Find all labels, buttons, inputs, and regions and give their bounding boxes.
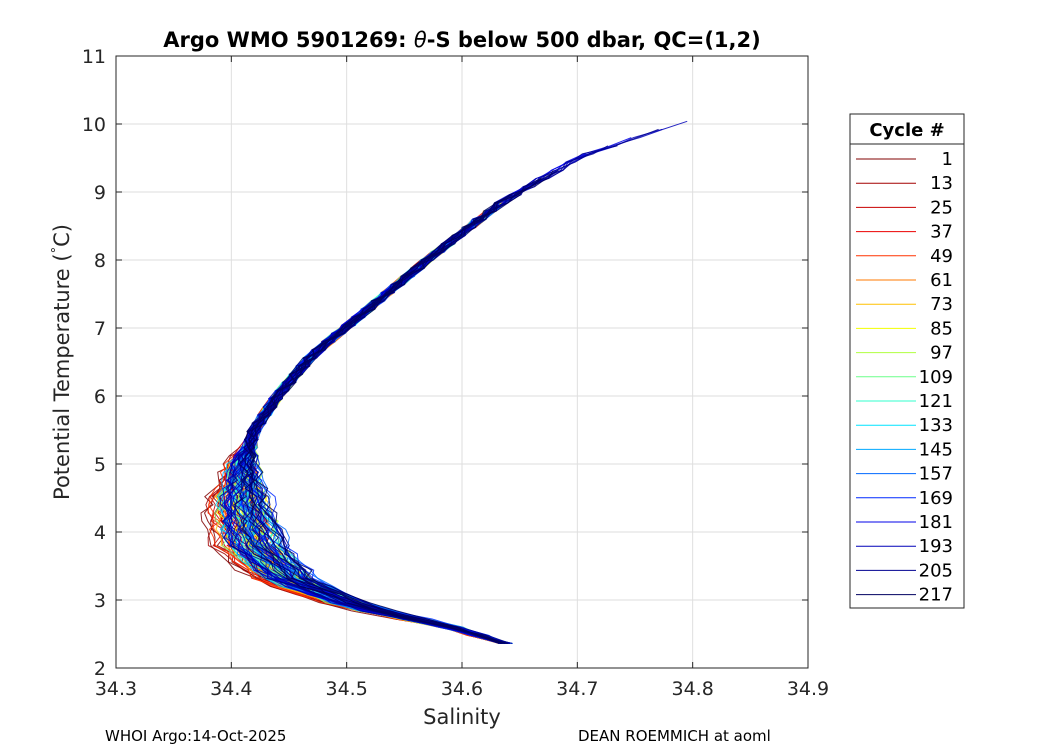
legend-item: 145	[856, 439, 953, 460]
legend-label: 61	[930, 270, 953, 291]
legend-label: 109	[919, 367, 953, 388]
profile-line	[244, 243, 501, 644]
legend-label: 97	[930, 343, 953, 364]
footer-right: DEAN ROEMMICH at aoml	[578, 727, 771, 745]
chart-title: Argo WMO 5901269: θ-S below 500 dbar, QC…	[163, 28, 760, 52]
y-tick-label: 5	[94, 454, 106, 476]
y-tick-label: 9	[94, 182, 106, 204]
legend-label: 37	[930, 222, 953, 243]
profile-line	[246, 177, 547, 644]
profile-lines	[200, 120, 688, 644]
y-tick-label: 10	[82, 114, 106, 136]
legend-label: 133	[919, 415, 953, 436]
legend-item: 133	[856, 415, 953, 436]
legend-item: 1	[856, 149, 953, 170]
legend-label: 181	[919, 512, 953, 533]
legend-item: 205	[856, 560, 953, 581]
x-axis-label: Salinity	[423, 705, 501, 729]
legend-label: 73	[930, 294, 953, 315]
legend-label: 145	[919, 439, 953, 460]
legend-item: 121	[856, 391, 953, 412]
legend-label: 25	[930, 197, 953, 218]
legend-item: 37	[856, 222, 953, 243]
x-tick-label: 34.7	[556, 678, 598, 700]
legend-title: Cycle #	[869, 120, 944, 141]
footer-left: WHOI Argo:14-Oct-2025	[105, 727, 286, 745]
y-tick-label: 4	[94, 522, 106, 544]
legend-box	[849, 113, 965, 609]
legend-item: 25	[856, 197, 953, 218]
x-tick-label: 34.8	[672, 678, 714, 700]
y-tick-label: 6	[94, 386, 106, 408]
y-tick-label: 3	[94, 590, 106, 612]
legend-item: 97	[856, 343, 953, 364]
legend-label: 49	[930, 246, 953, 267]
legend-label: 13	[930, 173, 953, 194]
y-tick-label: 7	[94, 318, 106, 340]
legend-item: 193	[856, 536, 953, 557]
legend-item: 85	[856, 318, 953, 339]
legend-label: 157	[919, 464, 953, 485]
y-axis-label: Potential Temperature (°C)	[50, 224, 74, 500]
legend-label: 1	[942, 149, 953, 170]
x-tick-label: 34.6	[441, 678, 483, 700]
x-tick-label: 34.5	[326, 678, 368, 700]
legend-label: 193	[919, 536, 953, 557]
legend-label: 205	[919, 560, 953, 581]
legend-item: 109	[856, 367, 953, 388]
legend-label: 85	[930, 318, 953, 339]
profile-line	[243, 202, 502, 644]
legend: Cycle # 1 13 25 37 49 61 73 85 97 109 121 133 145 157…	[849, 113, 965, 609]
x-tick-label: 34.3	[95, 678, 137, 700]
legend-item: 157	[856, 464, 953, 485]
series-217	[233, 169, 559, 644]
legend-item: 61	[856, 270, 953, 291]
legend-item: 169	[856, 488, 953, 509]
legend-label: 217	[919, 585, 953, 606]
legend-item: 181	[856, 512, 953, 533]
y-tick-label: 2	[94, 658, 106, 680]
legend-label: 169	[919, 488, 953, 509]
legend-item: 13	[856, 173, 953, 194]
x-tick-label: 34.9	[787, 678, 829, 700]
legend-items: 1 13 25 37 49 61 73 85 97 109 121 133 145 157 169 181 19…	[856, 149, 953, 606]
profile-line	[233, 169, 559, 644]
legend-item: 49	[856, 246, 953, 267]
axis-ticks: 34.3 34.4 34.5 34.6 34.7 34.8 34.9 2 3 4 5 6 7 8 9 10 11	[82, 46, 829, 700]
y-tick-label: 11	[82, 46, 106, 68]
x-tick-label: 34.4	[210, 678, 252, 700]
legend-label: 121	[919, 391, 953, 412]
y-tick-label: 8	[94, 250, 106, 272]
legend-item: 217	[856, 585, 953, 606]
legend-item: 73	[856, 294, 953, 315]
